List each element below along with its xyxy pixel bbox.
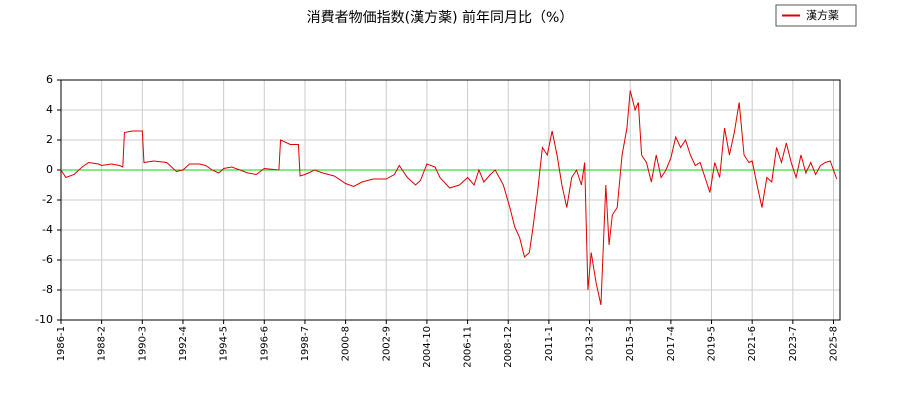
x-tick-label: 1998-7 xyxy=(300,326,311,361)
x-tick-label: 1992-4 xyxy=(178,326,189,361)
x-tick-label: 2011-1 xyxy=(544,326,555,361)
x-tick-label: 2002-9 xyxy=(381,326,392,361)
plot-border xyxy=(60,79,841,321)
x-tick-label: 2015-3 xyxy=(625,326,636,361)
x-tick-label: 2019-5 xyxy=(707,326,718,361)
y-tick-label: 6 xyxy=(46,73,53,86)
x-tick-label: 2000-8 xyxy=(341,326,352,361)
x-tick-label: 2021-6 xyxy=(747,326,758,361)
y-tick-label: -10 xyxy=(35,313,53,326)
x-tick-label: 2025-8 xyxy=(828,326,839,361)
x-tick-label: 1986-1 xyxy=(56,326,67,361)
x-tick-label: 1994-5 xyxy=(219,326,230,361)
x-tick-label: 2008-12 xyxy=(503,326,514,368)
y-tick-label: -6 xyxy=(42,253,53,266)
x-tick-label: 1990-3 xyxy=(137,326,148,361)
x-tick-label: 1988-2 xyxy=(97,326,108,361)
y-tick-label: -2 xyxy=(42,193,53,206)
y-tick-label: -4 xyxy=(42,223,53,236)
legend-label: 漢方薬 xyxy=(806,8,839,22)
y-tick-label: 2 xyxy=(46,133,53,146)
line-series xyxy=(60,90,838,306)
x-tick-label: 2004-10 xyxy=(422,326,433,368)
x-tick-label: 2017-4 xyxy=(666,326,677,361)
y-tick-label: -8 xyxy=(42,283,53,296)
x-tick-label: 2013-2 xyxy=(585,326,596,361)
x-tick-label: 2023-7 xyxy=(788,326,799,361)
legend-box xyxy=(775,4,857,27)
y-tick-label: 4 xyxy=(46,103,53,116)
chart-title: 消費者物価指数(漢方薬) 前年同月比（%） xyxy=(307,9,574,26)
x-tick-label: 1996-6 xyxy=(259,326,270,361)
y-tick-label: 0 xyxy=(46,163,53,176)
x-tick-label: 2006-11 xyxy=(463,326,474,368)
